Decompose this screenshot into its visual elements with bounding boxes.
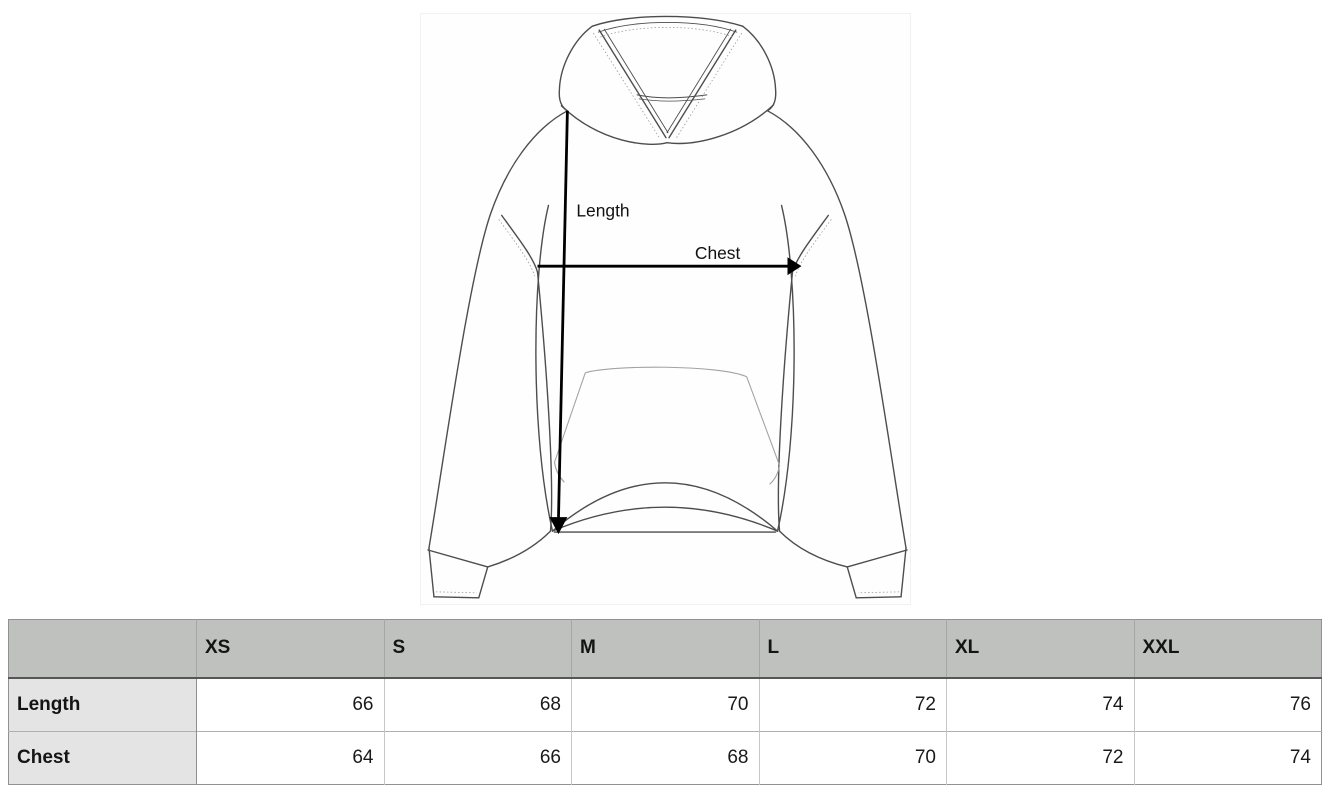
table-row-chest: Chest 64 66 68 70 72 74 — [8, 730, 1322, 785]
chest-xxl-cell: 74 — [1133, 730, 1322, 785]
column-header-m: M — [571, 619, 759, 679]
length-xs-cell: 66 — [196, 677, 384, 731]
column-header-s: S — [383, 619, 572, 679]
hoodie-outline — [427, 15, 908, 599]
size-table: XS S M L XL XXL Length 66 68 70 72 74 76… — [8, 619, 1322, 785]
chest-l-cell: 70 — [758, 730, 947, 785]
length-arrow — [557, 110, 569, 521]
stitch-lines — [435, 27, 900, 594]
kangaroo-pocket — [553, 366, 781, 485]
length-arrowhead-icon — [549, 517, 568, 535]
length-xxl-cell: 76 — [1133, 677, 1322, 731]
length-l-cell: 72 — [758, 677, 947, 731]
row-label-chest: Chest — [8, 730, 197, 785]
column-header-l: L — [758, 619, 947, 679]
chest-arrowhead-icon — [787, 257, 802, 276]
chest-xl-cell: 72 — [946, 730, 1134, 785]
chest-xs-cell: 64 — [196, 730, 384, 785]
chest-m-cell: 68 — [571, 730, 759, 785]
table-row-length: Length 66 68 70 72 74 76 — [8, 677, 1322, 731]
measurement-arrows — [537, 110, 802, 535]
row-label-length: Length — [8, 677, 197, 731]
length-s-cell: 68 — [383, 677, 572, 731]
column-header-xs: XS — [196, 619, 384, 679]
hoodie-flat-sketch: Length Chest — [427, 15, 908, 599]
size-table-header-row: XS S M L XL XXL — [8, 619, 1322, 679]
column-header-xl: XL — [946, 619, 1134, 679]
hoodie-diagram: Length Chest — [420, 13, 911, 605]
length-m-cell: 70 — [571, 677, 759, 731]
length-xl-cell: 74 — [946, 677, 1134, 731]
column-header-xxl: XXL — [1133, 619, 1322, 679]
length-measure-label: Length — [576, 200, 629, 220]
chest-measure-label: Chest — [695, 243, 741, 263]
chest-s-cell: 66 — [383, 730, 572, 785]
corner-cell — [8, 619, 197, 679]
